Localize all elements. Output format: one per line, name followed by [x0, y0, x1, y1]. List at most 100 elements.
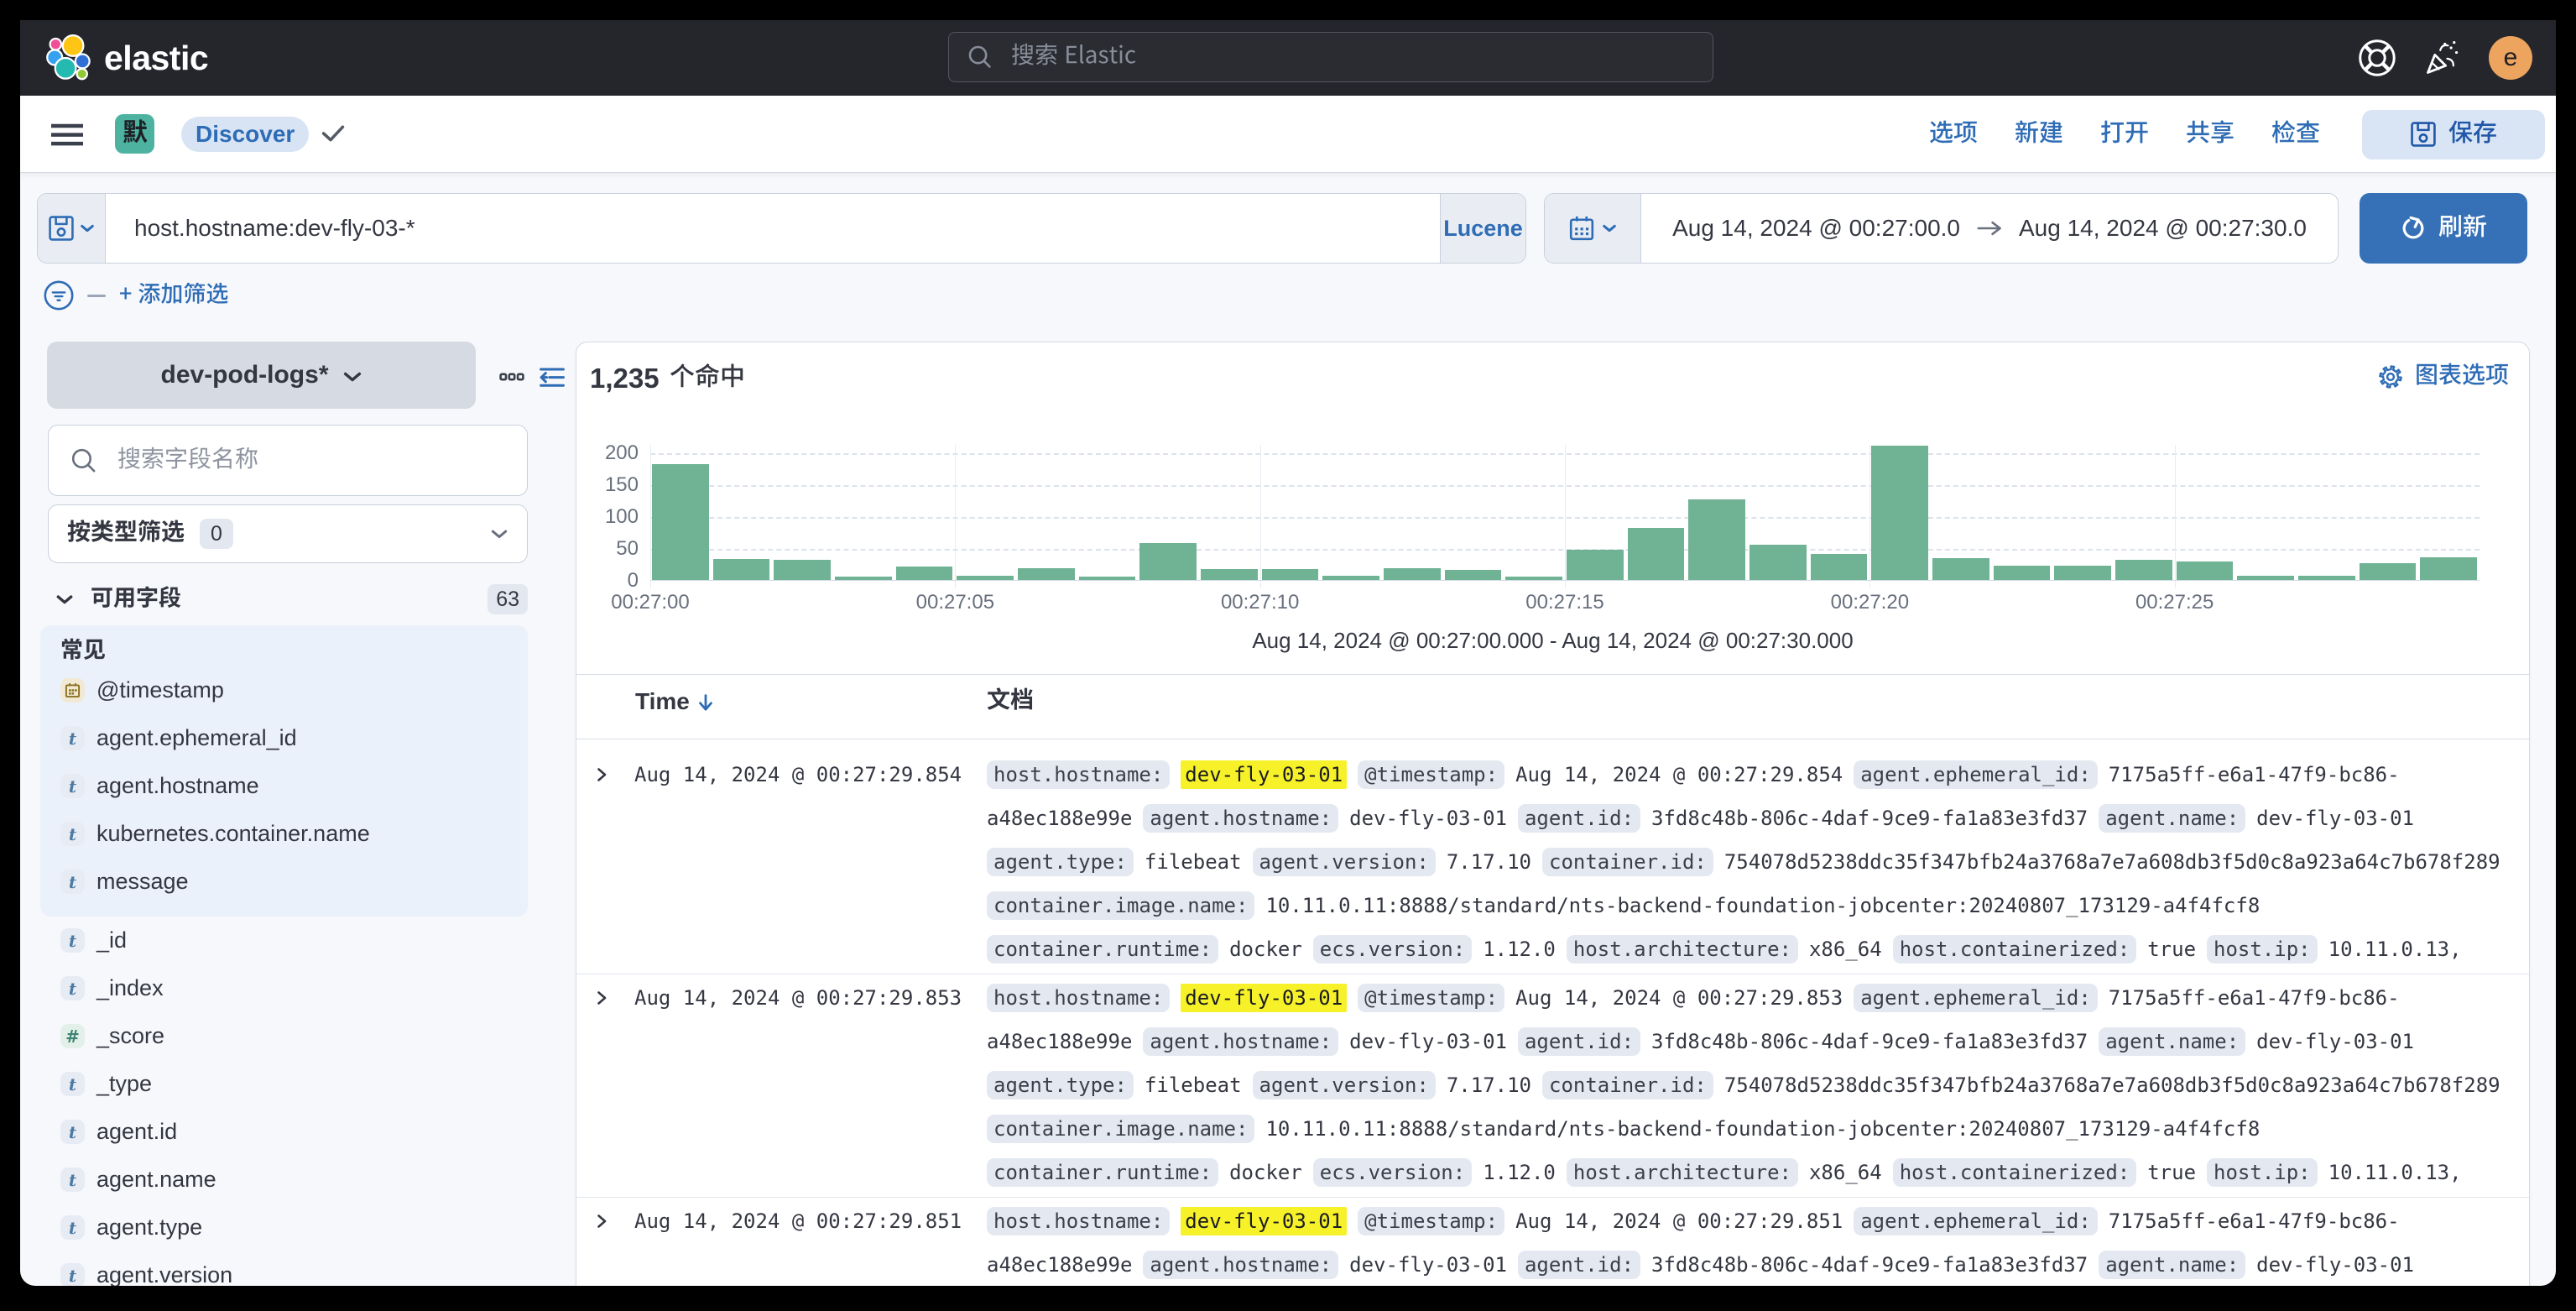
- menu-icon[interactable]: [51, 122, 83, 148]
- index-pattern-name: dev-pod-logs*: [160, 361, 329, 389]
- expand-row-icon[interactable]: [576, 1199, 620, 1243]
- field-item-message[interactable]: t message: [60, 858, 508, 906]
- expand-row-icon[interactable]: [576, 753, 620, 797]
- field-search-input[interactable]: [48, 425, 528, 496]
- histogram-bar[interactable]: [1749, 545, 1807, 580]
- topnav-options[interactable]: [1929, 120, 1978, 147]
- cjk-text: [120, 282, 228, 304]
- chevron-down-icon: [1602, 221, 1617, 236]
- elastic-logo[interactable]: elastic: [45, 34, 209, 81]
- breadcrumb-discover[interactable]: Discover: [181, 117, 310, 152]
- field-item-_type[interactable]: t _type: [60, 1060, 508, 1108]
- boxes-horizontal-icon[interactable]: [498, 363, 525, 390]
- refresh-button[interactable]: [2360, 193, 2527, 264]
- field-badge: host.containerized:: [1892, 1158, 2137, 1187]
- histogram-bar[interactable]: [1384, 567, 1441, 580]
- histogram-bar[interactable]: [1444, 569, 1502, 580]
- user-avatar[interactable]: e: [2489, 36, 2532, 80]
- help-icon[interactable]: [2358, 39, 2396, 77]
- field-value: 1.12.0: [1483, 938, 1556, 961]
- topnav-share[interactable]: [2186, 119, 2234, 147]
- field-value: 754078d5238ddc35f347bfb24a3768a7e7a608db…: [1723, 1073, 2500, 1097]
- histogram-bar[interactable]: [1261, 569, 1319, 580]
- field-value: 10.11.0.11:8888/standard/nts-backend-fou…: [1265, 894, 2261, 917]
- histogram-bar[interactable]: [2298, 576, 2355, 580]
- save-button[interactable]: [2362, 109, 2545, 159]
- histogram-bar[interactable]: [1322, 576, 1379, 580]
- field-badge: agent.id:: [1517, 804, 1641, 833]
- add-filter-button[interactable]: [119, 282, 228, 307]
- histogram-bar[interactable]: [1810, 553, 1868, 580]
- query-input[interactable]: host.hostname:dev-fly-03-*: [134, 215, 415, 241]
- topnav-inspect[interactable]: [2271, 119, 2320, 147]
- date-picker-menu-button[interactable]: [1545, 194, 1641, 263]
- field-item-_score[interactable]: # _score: [60, 1012, 508, 1060]
- histogram-bar[interactable]: [1567, 549, 1624, 580]
- histogram-chart[interactable]: [650, 445, 2480, 588]
- field-badge: container.image.name:: [987, 1115, 1255, 1143]
- field-badge: agent.id:: [1517, 1251, 1641, 1279]
- tick-gridline: [1565, 445, 1566, 588]
- field-item-agent.hostname[interactable]: t agent.hostname: [60, 762, 508, 810]
- filter-by-type[interactable]: 0: [48, 504, 528, 563]
- histogram-bar[interactable]: [1078, 577, 1136, 580]
- histogram-bar[interactable]: [774, 559, 831, 580]
- field-item-_id[interactable]: t _id: [60, 917, 508, 964]
- histogram-bar[interactable]: [1139, 542, 1197, 580]
- field-item-kubernetes.container.name[interactable]: t kubernetes.container.name: [60, 810, 508, 858]
- filter-funnel-icon[interactable]: [44, 280, 74, 311]
- chart-options-button[interactable]: [2378, 363, 2509, 389]
- x-axis: [650, 580, 2480, 581]
- field-item-agent.version[interactable]: t agent.version: [60, 1251, 508, 1286]
- histogram-bar[interactable]: [712, 558, 770, 580]
- histogram-bar[interactable]: [1932, 558, 1989, 580]
- cjk-text: [2438, 213, 2486, 237]
- index-pattern-switcher[interactable]: dev-pod-logs*: [47, 342, 476, 409]
- query-language-switch[interactable]: Lucene: [1440, 194, 1525, 263]
- histogram-bar[interactable]: [1688, 499, 1745, 580]
- field-item-agent.name[interactable]: t agent.name: [60, 1156, 508, 1204]
- histogram-bar[interactable]: [895, 567, 953, 580]
- highlighted-value: dev-fly-03-01: [1181, 1207, 1348, 1235]
- histogram-bar[interactable]: [1871, 446, 1928, 580]
- row-timestamp: Aug 14, 2024 @ 00:27:29.853: [634, 986, 962, 1010]
- field-item-@timestamp[interactable]: @timestamp: [60, 666, 508, 714]
- histogram-bar[interactable]: [1505, 577, 1562, 580]
- date-from[interactable]: Aug 14, 2024 @ 00:27:00.0: [1672, 215, 1960, 241]
- tick-gridline: [2174, 445, 2176, 588]
- histogram-bar[interactable]: [2115, 560, 2172, 580]
- column-time[interactable]: Time: [635, 688, 987, 715]
- date-to[interactable]: Aug 14, 2024 @ 00:27:30.0: [2019, 215, 2307, 241]
- histogram-bar[interactable]: [1018, 567, 1075, 580]
- date-type-icon: [60, 678, 85, 703]
- histogram-bar[interactable]: [1627, 528, 1685, 580]
- available-fields-header[interactable]: 63: [55, 579, 528, 619]
- field-item-agent.id[interactable]: t agent.id: [60, 1108, 508, 1156]
- space-badge[interactable]: [115, 114, 154, 154]
- histogram-bar[interactable]: [2359, 563, 2417, 580]
- global-search-input[interactable]: [948, 32, 1713, 82]
- histogram-bar[interactable]: [957, 576, 1014, 580]
- histogram-bar[interactable]: [2176, 561, 2234, 580]
- expand-row-icon[interactable]: [576, 976, 620, 1020]
- histogram-bar[interactable]: [835, 577, 892, 580]
- collapse-sidebar-icon[interactable]: [539, 363, 566, 390]
- newsfeed-icon[interactable]: [2423, 39, 2462, 77]
- field-badge: host.hostname:: [987, 1207, 1171, 1235]
- field-item-agent.ephemeral_id[interactable]: t agent.ephemeral_id: [60, 714, 508, 762]
- histogram-bar[interactable]: [2054, 565, 2111, 580]
- histogram-bar[interactable]: [1993, 565, 2051, 580]
- histogram-bar[interactable]: [652, 464, 709, 580]
- topnav-new[interactable]: [2015, 119, 2063, 147]
- x-axis-label: 00:27:10: [1220, 591, 1300, 614]
- histogram-bar[interactable]: [1201, 569, 1258, 580]
- field-item-_index[interactable]: t _index: [60, 964, 508, 1012]
- saved-query-menu-button[interactable]: [38, 194, 106, 263]
- histogram-bar[interactable]: [2237, 576, 2294, 580]
- field-item-agent.type[interactable]: t agent.type: [60, 1204, 508, 1251]
- histogram-bar[interactable]: [2420, 556, 2477, 580]
- topnav-open[interactable]: [2100, 120, 2149, 147]
- string-type-icon: t: [60, 774, 85, 798]
- field-badge: host.containerized:: [1892, 935, 2137, 964]
- cjk-text: [987, 687, 1033, 710]
